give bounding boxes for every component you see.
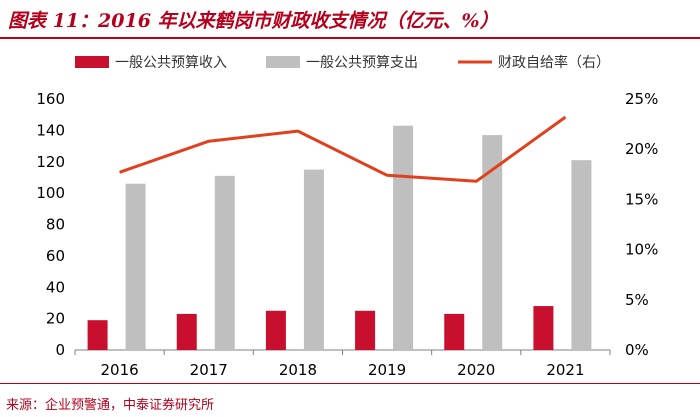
legend-label-expenditure: 一般公共预算支出 xyxy=(306,55,418,71)
y-left-tick-label: 40 xyxy=(46,278,65,296)
x-tick-label: 2017 xyxy=(190,361,228,379)
y-right-tick-label: 15% xyxy=(625,190,658,208)
legend: 一般公共预算收入 一般公共预算支出 财政自给率（右） xyxy=(75,54,610,71)
bar-revenue xyxy=(444,313,465,350)
legend-swatch-revenue xyxy=(75,56,109,68)
bar-expenditure xyxy=(125,183,146,350)
y-left-tick-label: 0 xyxy=(55,341,65,359)
bar-revenue xyxy=(355,310,376,350)
y-right-tick-label: 25% xyxy=(625,90,658,108)
title-divider xyxy=(0,37,700,39)
bar-revenue xyxy=(176,313,197,350)
legend-label-ratio: 财政自给率（右） xyxy=(498,54,610,71)
bar-expenditure xyxy=(393,125,414,350)
x-tick-label: 2016 xyxy=(100,361,138,379)
legend-swatch-expenditure xyxy=(266,56,300,68)
source-note: 来源：企业预警通，中泰证券研究所 xyxy=(6,398,215,413)
x-tick-label: 2019 xyxy=(368,361,406,379)
bar-revenue xyxy=(87,320,108,350)
bar-expenditure xyxy=(571,160,592,350)
chart: 一般公共预算收入 一般公共预算支出 财政自给率（右） 0 20 40 60 80 100 1… xyxy=(36,54,658,379)
bar-revenue xyxy=(265,310,286,350)
bar-expenditure xyxy=(482,135,503,350)
y-left-tick-label: 140 xyxy=(36,121,65,139)
x-tick-label: 2021 xyxy=(546,361,584,379)
source-divider xyxy=(0,383,700,384)
y-right-tick-label: 10% xyxy=(625,241,658,259)
line-ratio xyxy=(119,115,567,183)
y-left-tick-label: 60 xyxy=(46,247,65,265)
y-left-tick-label: 20 xyxy=(46,310,65,328)
y-left-tick-label: 120 xyxy=(36,153,65,171)
y-right-tick-label: 20% xyxy=(625,140,658,158)
y-right-tick-label: 5% xyxy=(625,291,649,309)
chart-title: 图表 11：2016 年以来鹤岗市财政收支情况（亿元、%） xyxy=(8,10,499,32)
legend-label-revenue: 一般公共预算收入 xyxy=(115,55,227,71)
bar-expenditure xyxy=(214,175,235,350)
y-left-tick-label: 160 xyxy=(36,90,65,108)
x-tick-label: 2020 xyxy=(457,361,495,379)
bar-revenue xyxy=(533,306,554,350)
bar-expenditure xyxy=(303,169,324,350)
x-tick-label: 2018 xyxy=(279,361,317,379)
y-left-tick-label: 100 xyxy=(36,184,65,202)
y-right-tick-label: 0% xyxy=(625,341,649,359)
y-left-tick-label: 80 xyxy=(46,216,65,234)
